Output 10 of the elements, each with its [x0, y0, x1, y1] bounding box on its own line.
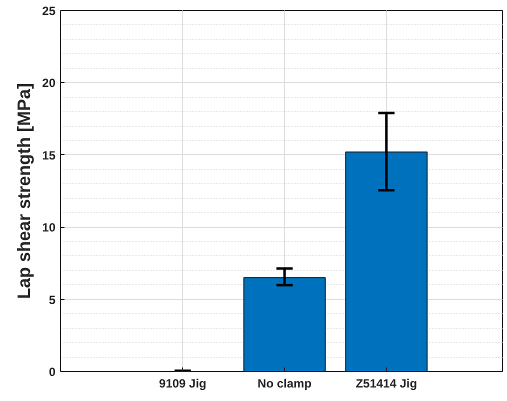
y-axis-title: Lap shear strength [MPa] — [14, 82, 34, 300]
x-tick-label: 9109 Jig — [159, 376, 206, 390]
y-tick-label: 10 — [42, 220, 56, 235]
y-tick-label: 5 — [48, 292, 56, 307]
y-tick-label: 15 — [42, 148, 56, 162]
y-tick-label: 25 — [42, 4, 56, 18]
y-tick-label: 20 — [42, 76, 56, 90]
x-tick-label: No clamp — [258, 376, 312, 390]
y-tick-label: 0 — [48, 365, 56, 379]
x-tick-label: Z51414 Jig — [356, 376, 418, 390]
